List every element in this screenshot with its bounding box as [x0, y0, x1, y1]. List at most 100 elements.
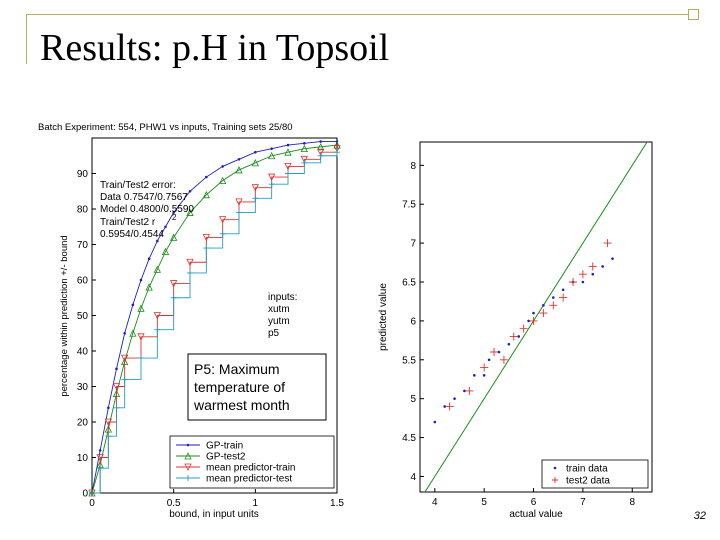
data-point [472, 374, 476, 377]
data-point [251, 158, 259, 167]
data-point [186, 258, 194, 267]
y-tick-label: 6 [410, 316, 416, 327]
data-point [202, 190, 210, 199]
data-point [333, 145, 341, 153]
data-point [561, 288, 565, 292]
y-tick-label: 80 [77, 205, 89, 216]
y-tick-label: 20 [77, 418, 89, 429]
x-axis-label: bound, in input units [169, 509, 259, 520]
data-point [105, 433, 112, 440]
data-point [112, 383, 121, 391]
y-axis-label: percentage within prediction +/- bound [59, 235, 70, 396]
legend-marker [186, 443, 190, 447]
data-point [236, 209, 242, 216]
x-tick-label: 4 [432, 497, 438, 508]
data-point [487, 358, 491, 362]
y-tick-label: 7 [410, 239, 416, 250]
callout-box: P5: Maximum temperature of warmest month [187, 353, 327, 421]
data-point [221, 165, 224, 168]
corner-box [688, 9, 699, 20]
legend-marker [184, 463, 192, 471]
data-point [237, 158, 241, 161]
data-point [499, 355, 508, 364]
y-tick-label: 5.5 [402, 355, 416, 366]
data-point [268, 151, 276, 160]
data-point [123, 331, 126, 335]
data-point [153, 265, 161, 273]
y-tick-label: 50 [77, 311, 89, 322]
data-point [333, 141, 341, 149]
data-point [170, 233, 178, 241]
left-rule [26, 14, 27, 64]
data-point [581, 280, 585, 284]
data-point [138, 355, 144, 362]
data-point [107, 406, 110, 410]
inputs-label-2: yutm [268, 316, 290, 327]
data-point [480, 363, 489, 372]
data-point [542, 304, 545, 307]
reference-line [424, 141, 648, 493]
data-point [319, 140, 322, 143]
data-point [161, 247, 170, 256]
inputs-label-0: inputs: [268, 292, 297, 303]
data-point [137, 333, 145, 341]
legend-marker [185, 475, 191, 481]
callout-line-3: warmest month [193, 397, 290, 413]
legend-marker [553, 466, 557, 470]
y-tick-label: 60 [77, 276, 89, 287]
predicted-vs-actual-scatter: actual value predicted value 4 5 6 7 8 4 4.5 5 5… [378, 141, 653, 520]
y-tick-label: 4 [410, 472, 416, 483]
series-line-3 [92, 152, 338, 494]
data-point [188, 189, 192, 193]
page-number: 32 [693, 510, 706, 522]
data-point [301, 159, 308, 166]
x-tick-label: 8 [629, 497, 635, 508]
data-point [104, 418, 112, 426]
data-point [129, 329, 137, 337]
data-point [300, 155, 308, 164]
legend-label: mean predictor-train [206, 463, 295, 474]
data-point [465, 386, 474, 395]
data-point [285, 170, 291, 177]
data-point [286, 143, 290, 147]
data-point [539, 309, 548, 318]
data-point [490, 348, 499, 356]
slide-title: Results: p.H in Topsoil [40, 27, 390, 69]
data-point [172, 211, 175, 214]
y-tick-label: 7.5 [402, 200, 416, 211]
legend-marker [552, 477, 558, 483]
data-point [463, 389, 466, 393]
data-point [205, 175, 208, 179]
coverage-line-chart: Batch Experiment: 554, PHW1 vs inputs, T… [38, 122, 344, 520]
top-rule [26, 14, 690, 15]
data-point [517, 335, 521, 338]
data-point [254, 150, 257, 154]
data-point [559, 293, 568, 302]
plot-area [91, 137, 338, 494]
data-point [507, 342, 511, 346]
legend-label: mean predictor-test [206, 474, 292, 485]
x-tick-label: 1 [253, 498, 259, 509]
x-tick-label: 0 [89, 498, 95, 509]
data-point [219, 216, 227, 224]
data-point [219, 230, 226, 237]
y-tick-label: 4.5 [402, 433, 416, 444]
data-point [98, 449, 102, 452]
data-point [551, 296, 555, 299]
data-point [549, 301, 558, 310]
y-tick-label: 8 [410, 161, 416, 172]
data-point [170, 294, 177, 301]
chart-title: Batch Experiment: 554, PHW1 vs inputs, T… [38, 122, 293, 133]
y-tick-label: 0 [82, 489, 88, 500]
x-tick-label: 5 [481, 497, 487, 508]
callout-line-1: P5: Maximum [194, 361, 280, 377]
y-tick-label: 90 [77, 169, 89, 180]
data-point [235, 166, 243, 174]
data-point [317, 142, 325, 151]
data-point [611, 257, 614, 260]
annotation-line-3: Model 0.4800/0.5590 [100, 204, 194, 215]
data-point [96, 454, 104, 462]
data-point [532, 311, 535, 315]
